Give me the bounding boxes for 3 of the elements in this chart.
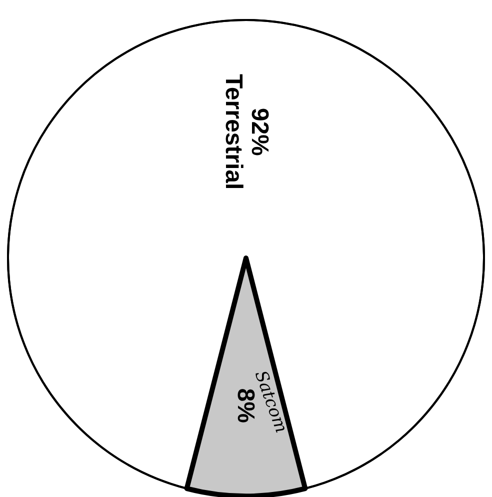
data-label: 8%: [232, 388, 259, 423]
slice-label: Terrestrial: [220, 74, 247, 190]
data-label: 92%: [246, 108, 273, 156]
